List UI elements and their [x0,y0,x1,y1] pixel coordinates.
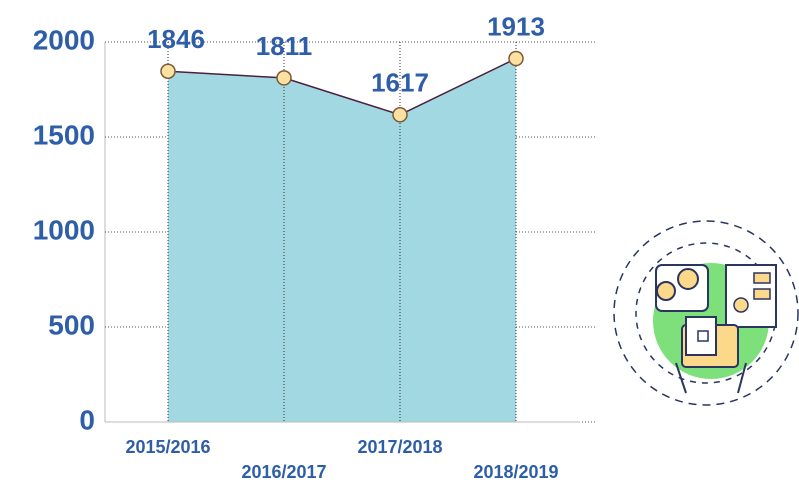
y-tick-label: 0 [79,404,95,435]
marker [276,70,292,86]
x-tick-label: 2018/2019 [473,462,558,482]
y-tick-label: 1500 [33,119,95,150]
marker [160,63,176,80]
value-label: 1846 [147,24,205,54]
marker [508,50,524,67]
x-tick-label: 2017/2018 [357,437,442,457]
value-label: 1811 [256,31,312,61]
x-tick-label: 2015/2016 [125,437,210,457]
marker [392,107,408,123]
value-label: 1617 [371,68,429,98]
decorative-icon [613,220,799,406]
line [167,57,517,116]
area [168,58,516,422]
x-tick-label: 2016/2017 [241,462,326,482]
value-label: 1913 [487,11,545,41]
y-tick-label: 1000 [33,214,95,245]
y-tick-label: 500 [48,309,95,340]
y-tick-label: 2000 [33,24,95,55]
